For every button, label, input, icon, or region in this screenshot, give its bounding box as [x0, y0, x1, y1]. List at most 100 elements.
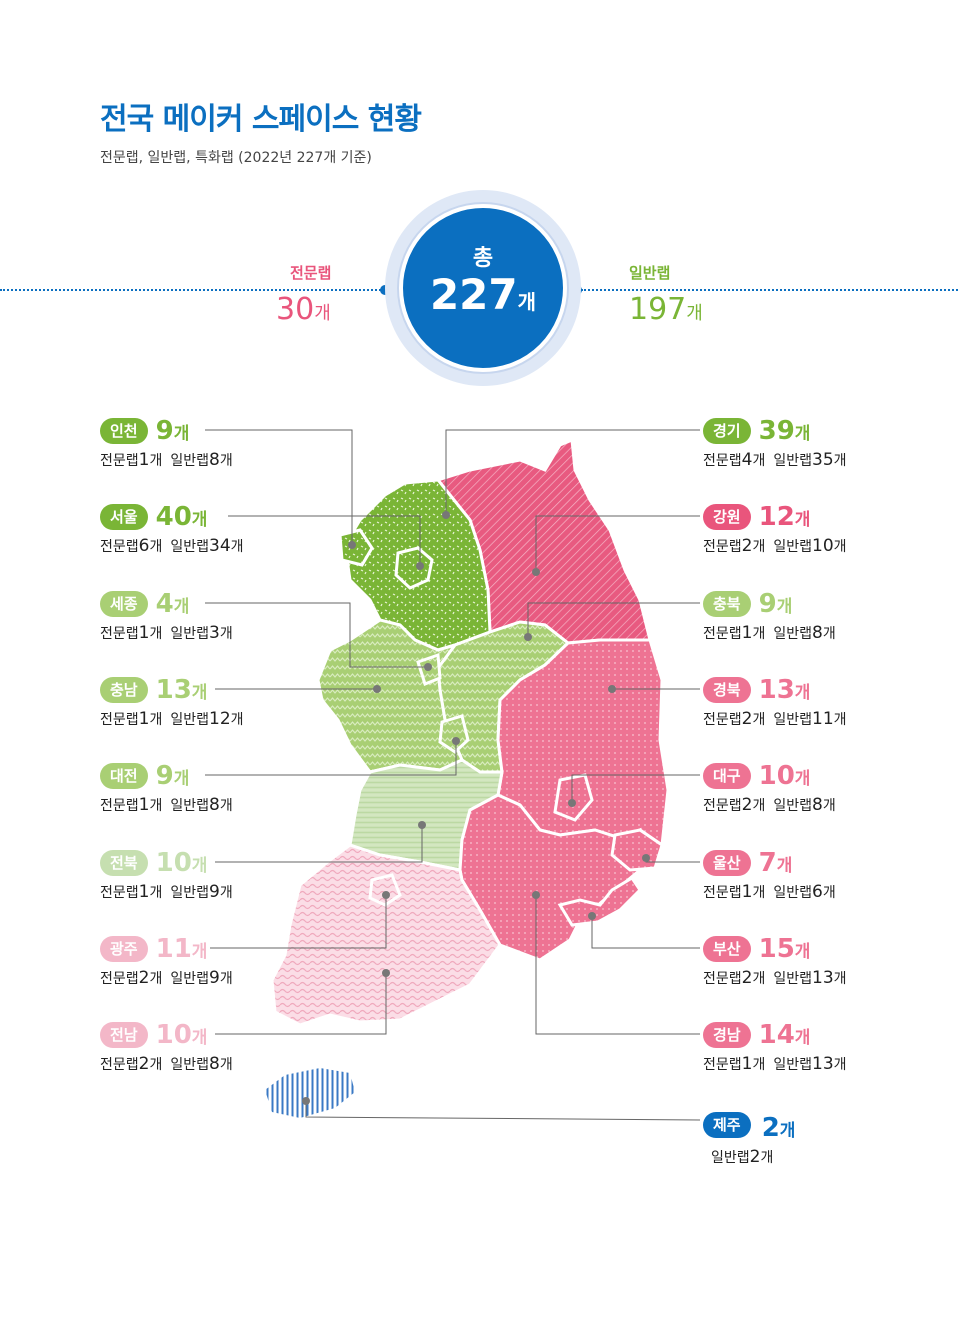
spec-unit: 개: [149, 971, 163, 987]
gen-unit: 개: [219, 626, 233, 642]
spec-label: 전문랩: [100, 885, 139, 901]
spec-value: 1: [138, 882, 150, 902]
leader-dots: [302, 511, 650, 1105]
spec-value: 1: [138, 795, 150, 815]
region-chungbuk: 충북 9개 전문랩1개 일반랩8개: [703, 589, 836, 643]
specialist-count: 30개: [276, 292, 331, 327]
spec-unit: 개: [752, 971, 766, 987]
gen-unit: 개: [760, 1150, 774, 1166]
gen-unit: 개: [833, 1057, 847, 1073]
map-jeju: [265, 1068, 355, 1118]
region-total-unit: 개: [191, 942, 208, 962]
region-total-unit: 개: [173, 597, 190, 617]
region-detail: 전문랩1개 일반랩13개: [703, 1054, 847, 1074]
region-daejeon: 대전 9개 전문랩1개 일반랩8개: [100, 761, 233, 815]
spec-unit: 개: [149, 453, 163, 469]
region-total-value: 9: [758, 589, 777, 619]
total-label: 총: [472, 246, 494, 271]
region-name-badge: 충남: [100, 677, 148, 703]
region-total-unit: 개: [794, 683, 811, 703]
gen-value: 8: [812, 623, 823, 643]
spec-value: 2: [741, 709, 753, 729]
region-total: 9개: [156, 416, 190, 446]
total-circle: 총 227개: [399, 204, 567, 372]
region-total: 9개: [759, 589, 793, 619]
region-ulsan: 울산 7개 전문랩1개 일반랩6개: [703, 848, 836, 902]
spec-label: 전문랩: [703, 798, 742, 814]
region-detail: 전문랩2개 일반랩10개: [703, 536, 847, 556]
spec-label: 전문랩: [703, 712, 742, 728]
gen-value: 13: [812, 968, 834, 988]
region-name-badge: 대구: [703, 763, 751, 789]
region-detail: 일반랩2개: [711, 1147, 795, 1167]
total-unit: 개: [517, 290, 537, 314]
gen-label: 일반랩: [773, 712, 812, 728]
region-total-unit: 개: [794, 942, 811, 962]
gen-unit: 개: [822, 626, 836, 642]
region-gwangju: 광주 11개 전문랩2개 일반랩9개: [100, 934, 233, 988]
page-title: 전국 메이커 스페이스 현황: [100, 102, 422, 137]
spec-unit: 개: [752, 1057, 766, 1073]
region-detail: 전문랩1개 일반랩8개: [100, 795, 233, 815]
gen-label: 일반랩: [170, 539, 209, 555]
region-incheon: 인천 9개 전문랩1개 일반랩8개: [100, 416, 233, 470]
region-total-unit: 개: [776, 856, 793, 876]
spec-unit: 개: [752, 885, 766, 901]
region-total: 12개: [759, 502, 811, 532]
gen-value: 35: [812, 450, 834, 470]
spec-value: 1: [741, 623, 753, 643]
region-total-unit: 개: [191, 683, 208, 703]
region-busan: 부산 15개 전문랩2개 일반랩13개: [703, 934, 847, 988]
region-total-value: 15: [758, 934, 795, 964]
region-total-unit: 개: [779, 1121, 796, 1141]
gen-label: 일반랩: [170, 712, 209, 728]
region-jeonbuk: 전북 10개 전문랩1개 일반랩9개: [100, 848, 233, 902]
region-detail: 전문랩2개 일반랩11개: [703, 709, 847, 729]
general-count: 197개: [629, 292, 703, 327]
region-gyeongbuk: 경북 13개 전문랩2개 일반랩11개: [703, 675, 847, 729]
region-total: 15개: [759, 934, 811, 964]
spec-value: 2: [741, 536, 753, 556]
region-total-value: 9: [155, 416, 174, 446]
gen-label: 일반랩: [711, 1150, 750, 1166]
region-total-value: 2: [761, 1113, 780, 1143]
gen-value: 8: [812, 795, 823, 815]
region-total-value: 10: [155, 848, 192, 878]
spec-value: 1: [138, 450, 150, 470]
gen-value: 6: [812, 882, 823, 902]
gen-unit: 개: [219, 1057, 233, 1073]
region-total-unit: 개: [776, 597, 793, 617]
gen-value: 13: [812, 1054, 834, 1074]
map-ulsan: [610, 828, 664, 872]
page-subtitle: 전문랩, 일반랩, 특화랩 (2022년 227개 기준): [100, 150, 372, 166]
region-total: 13개: [156, 675, 208, 705]
region-chungnam: 충남 13개 전문랩1개 일반랩12개: [100, 675, 244, 729]
region-total-unit: 개: [173, 424, 190, 444]
region-name-badge: 전남: [100, 1022, 148, 1048]
spec-label: 전문랩: [100, 712, 139, 728]
spec-value: 4: [741, 450, 753, 470]
region-name-badge: 제주: [703, 1112, 751, 1138]
map-gwangju: [368, 873, 402, 907]
spec-value: 2: [741, 968, 753, 988]
spec-value: 2: [741, 795, 753, 815]
gen-unit: 개: [822, 885, 836, 901]
spec-unit: 개: [149, 885, 163, 901]
region-total-value: 10: [758, 761, 795, 791]
spec-unit: 개: [149, 798, 163, 814]
region-total: 10개: [759, 761, 811, 791]
region-total-unit: 개: [794, 769, 811, 789]
region-total-unit: 개: [191, 856, 208, 876]
spec-unit: 개: [752, 798, 766, 814]
gen-value: 9: [209, 882, 220, 902]
region-total: 14개: [759, 1020, 811, 1050]
region-total-value: 13: [155, 675, 192, 705]
spec-label: 전문랩: [100, 539, 139, 555]
region-name-badge: 인천: [100, 418, 148, 444]
map-daegu: [553, 773, 594, 822]
region-detail: 전문랩1개 일반랩12개: [100, 709, 244, 729]
region-total: 13개: [759, 675, 811, 705]
spec-label: 전문랩: [703, 539, 742, 555]
region-daegu: 대구 10개 전문랩2개 일반랩8개: [703, 761, 836, 815]
gen-label: 일반랩: [773, 539, 812, 555]
